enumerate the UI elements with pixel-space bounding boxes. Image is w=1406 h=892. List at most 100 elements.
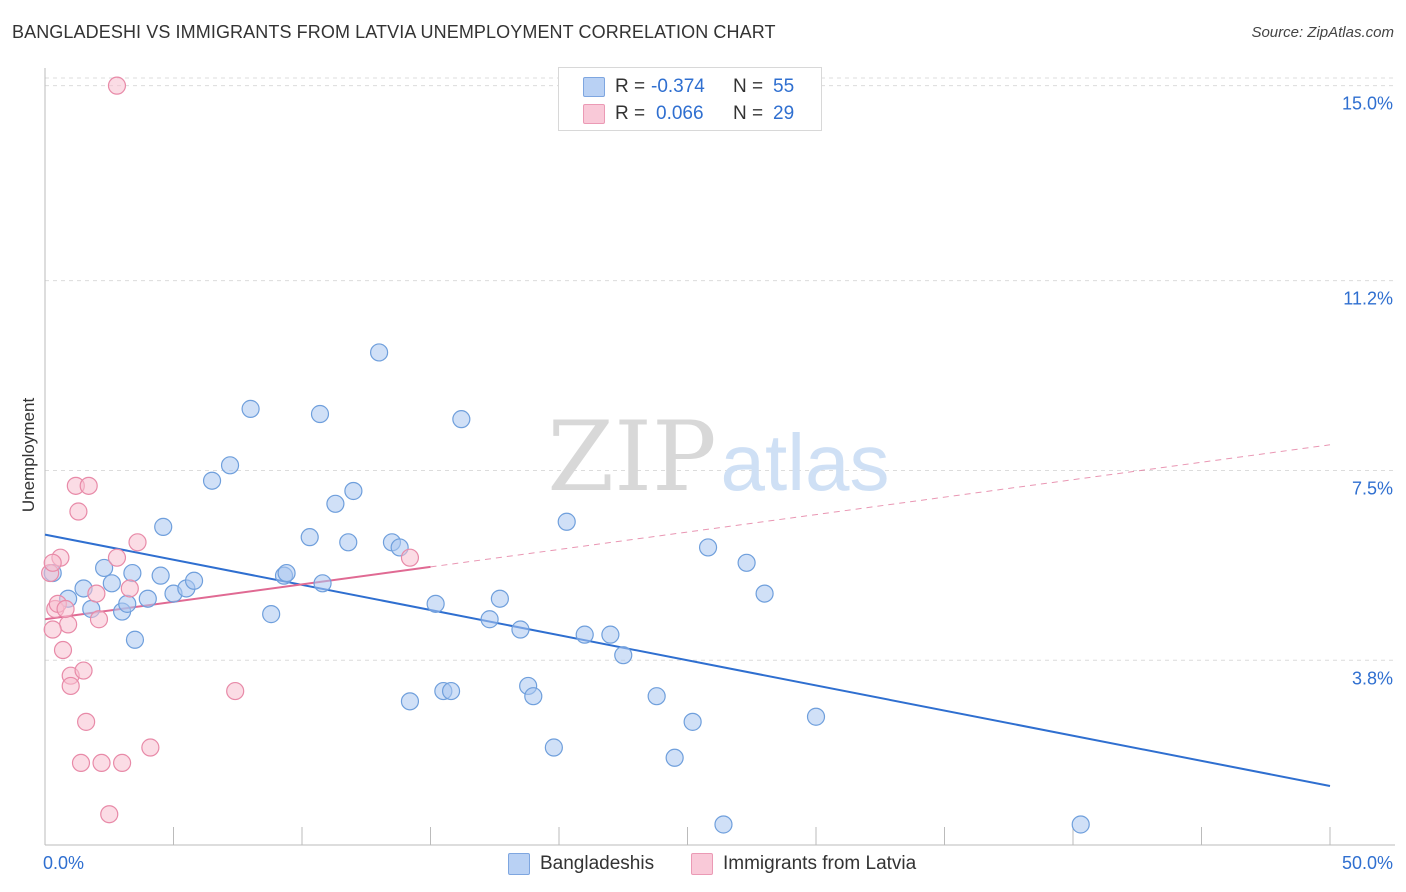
trend-line-dashed-1 [430,444,1331,568]
point-latvia [77,712,96,731]
point-latvia [100,805,119,824]
point-bangladeshi [511,620,530,639]
watermark-atlas: atlas [721,418,890,507]
point-bangladeshi [806,707,826,726]
point-latvia [400,548,420,567]
point-bangladeshi [241,399,260,418]
point-bangladeshi [575,625,594,644]
trend-line-0 [44,533,1331,787]
point-bangladeshi [490,589,509,608]
legend-swatch-latvia [583,104,605,124]
point-latvia [92,753,111,773]
point-latvia [141,738,160,757]
y-tick-label: 3.8% [1352,668,1393,688]
point-latvia [71,753,91,773]
legend-r-label: R = [615,76,646,97]
watermark-zip: ZIP [547,401,716,513]
point-bangladeshi [262,605,281,624]
series-label-bangladeshis: Bangladeshis [540,853,655,874]
point-bangladeshi [151,566,170,585]
trend-lines [44,444,1331,787]
point-bangladeshi [118,594,137,613]
point-bangladeshi [452,410,471,429]
y-tick-label: 11.2% [1343,289,1393,309]
point-latvia [79,476,98,495]
point-latvia [59,615,78,634]
points [41,76,1090,834]
legend-n-label: N = [733,76,764,97]
point-latvia [87,584,106,603]
point-bangladeshi [310,404,330,424]
point-latvia [43,553,62,572]
point-latvia [112,753,132,773]
point-bangladeshi [714,815,733,834]
series-swatch-latvia [691,853,713,875]
point-latvia [53,640,73,660]
y-axis-label: Unemployment [19,398,38,513]
point-latvia [74,661,93,680]
point-bangladeshi [683,712,702,731]
legend-swatch-bangladeshis [583,77,605,97]
point-bangladeshi [220,456,240,475]
point-latvia [226,681,245,701]
point-latvia [69,502,88,521]
point-bangladeshi [102,574,121,593]
trend-line-1 [44,565,431,621]
legend-r-value: -0.374 [651,76,705,97]
point-bangladeshi [95,558,114,578]
y-tick-label: 15.0% [1342,94,1393,114]
axis-labels: 3.8% 7.5% 11.2% 15.0% 0.0% 50.0% [43,94,1393,873]
point-bangladeshi [544,738,563,757]
point-bangladeshi [426,594,445,613]
point-bangladeshi [123,563,142,583]
point-bangladeshi [277,563,296,583]
point-bangladeshi [601,625,620,644]
legend-r-label: R = [615,103,646,124]
point-bangladeshi [300,528,319,547]
chart-title: BANGLADESHI VS IMMIGRANTS FROM LATVIA UN… [12,22,776,42]
point-latvia [107,76,127,95]
point-bangladeshi [344,481,363,501]
point-latvia [89,610,109,629]
point-bangladeshi [313,574,332,593]
legend-r-value: 0.066 [656,103,704,124]
point-bangladeshi [665,748,684,767]
point-bangladeshi [326,494,345,513]
point-bangladeshi [698,538,718,557]
point-bangladeshi [524,687,543,706]
point-bangladeshi [441,681,461,701]
point-bangladeshi [339,533,358,552]
point-bangladeshi [480,610,499,629]
correlation-legend: R = -0.374 N = 55 R = 0.066 N = 29 [558,67,822,131]
x-tick-label: 50.0% [1342,853,1393,873]
point-latvia [61,676,80,696]
point-bangladeshi [125,630,145,649]
point-bangladeshi [400,692,420,711]
series-label-latvia: Immigrants from Latvia [723,853,917,874]
legend-n-value: 29 [773,103,795,124]
legend-n-label: N = [733,103,764,124]
point-bangladeshi [737,553,756,572]
point-bangladeshi [647,687,666,706]
legend-n-value: 55 [773,76,795,97]
watermark: ZIP atlas [547,401,889,513]
axes [44,68,1395,846]
point-bangladeshi [370,343,389,362]
y-tick-label: 7.5% [1352,478,1393,498]
point-latvia [128,533,147,552]
point-bangladeshi [154,517,173,536]
point-latvia [43,620,62,639]
gridlines [45,77,1395,661]
point-bangladeshi [557,512,576,531]
point-latvia [120,579,139,598]
point-bangladeshi [202,471,222,490]
point-bangladeshi [1071,815,1090,834]
point-bangladeshi [184,571,204,590]
series-swatch-bangladeshis [508,853,530,875]
point-latvia [56,599,75,619]
point-latvia [107,548,127,567]
point-bangladeshi [614,646,633,665]
chart-source: Source: ZipAtlas.com [1251,24,1394,41]
x-tick-label: 0.0% [43,853,84,873]
